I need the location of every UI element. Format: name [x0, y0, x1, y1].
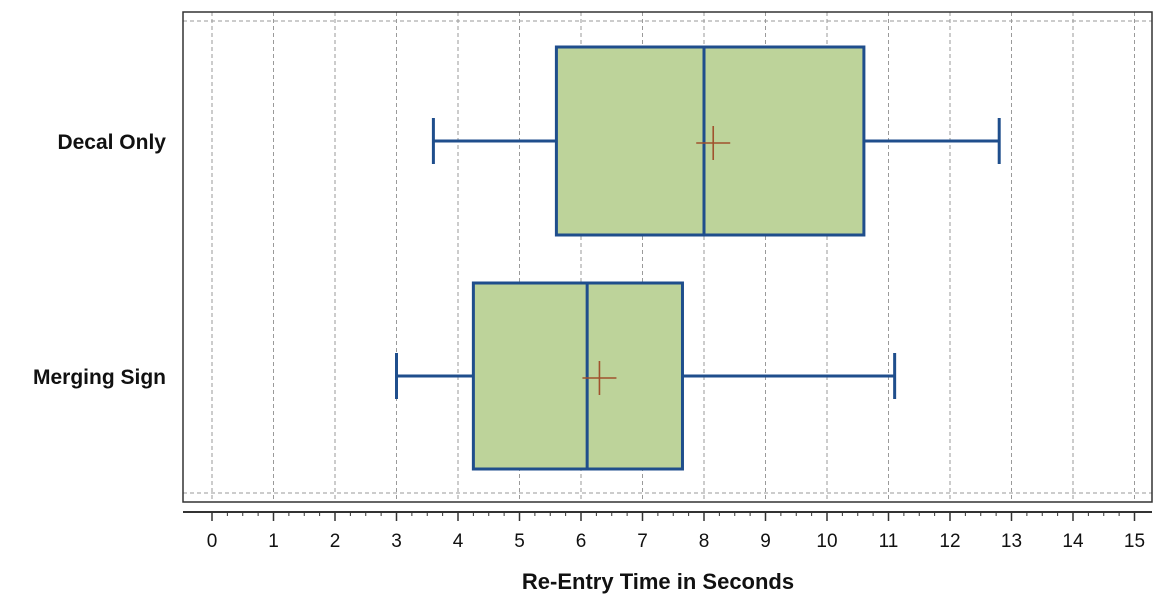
category-label: Decal Only	[57, 131, 166, 154]
tick-label-12: 12	[939, 531, 960, 552]
tick-label-4: 4	[453, 531, 464, 552]
x-axis-title: Re-Entry Time in Seconds	[522, 569, 794, 594]
tick-label-9: 9	[760, 531, 771, 552]
tick-label-15: 15	[1124, 531, 1145, 552]
tick-label-2: 2	[330, 531, 341, 552]
iqr-box	[471, 281, 684, 471]
tick-label-10: 10	[816, 531, 837, 552]
tick-label-5: 5	[514, 531, 525, 552]
box-merging-sign	[395, 281, 897, 471]
tick-label-6: 6	[576, 531, 587, 552]
box-decal-only	[431, 45, 1001, 237]
box-layer	[395, 45, 1001, 471]
tick-label-8: 8	[699, 531, 710, 552]
tick-label-3: 3	[391, 531, 402, 552]
tick-label-13: 13	[1001, 531, 1022, 552]
tick-label-7: 7	[637, 531, 648, 552]
tick-label-11: 11	[879, 531, 899, 552]
tick-label-1: 1	[268, 531, 279, 552]
category-label: Merging Sign	[33, 366, 166, 389]
tick-label-0: 0	[207, 531, 218, 552]
x-axis: 0 1 2 3 4 5 6 7 8 9 10 11 12 13 14 15	[183, 511, 1152, 552]
iqr-box	[554, 45, 866, 237]
category-labels: Decal Only Merging Sign	[33, 131, 166, 389]
plot-frame	[182, 11, 1153, 503]
tick-label-14: 14	[1062, 531, 1084, 552]
